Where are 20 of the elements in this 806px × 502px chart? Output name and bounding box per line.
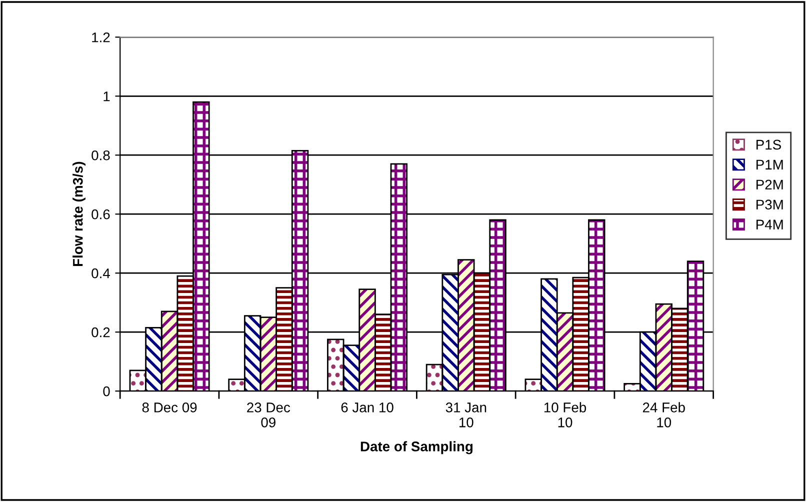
y-tick-label: 0 <box>103 386 110 396</box>
x-tick-label: 10 Feb 10 <box>544 402 586 428</box>
y-tick-label: 0.8 <box>92 150 110 160</box>
y-tick-label: 1 <box>104 92 110 102</box>
legend-label: P1S <box>756 140 781 150</box>
legend-label: P1M <box>756 160 783 170</box>
y-axis-title: Flow rate (m3/s) <box>72 162 86 266</box>
x-tick-label: 6 Jan 10 <box>341 402 394 412</box>
y-tick-label: 0.4 <box>92 268 110 278</box>
x-tick-label: 31 Jan 10 <box>446 402 486 428</box>
x-axis-title: Date of Sampling <box>360 441 472 454</box>
legend-label: P3M <box>756 200 783 210</box>
x-tick-label: 8 Dec 09 <box>142 402 197 412</box>
y-tick-label: 0.2 <box>92 327 110 338</box>
y-tick-label: 0.6 <box>92 209 110 220</box>
x-tick-label: 24 Feb 10 <box>642 402 685 428</box>
legend-label: P4M <box>756 220 783 230</box>
y-tick-label: 1.2 <box>92 32 110 42</box>
x-tick-label: 23 Dec 09 <box>247 402 290 428</box>
legend-label: P2M <box>756 180 783 190</box>
